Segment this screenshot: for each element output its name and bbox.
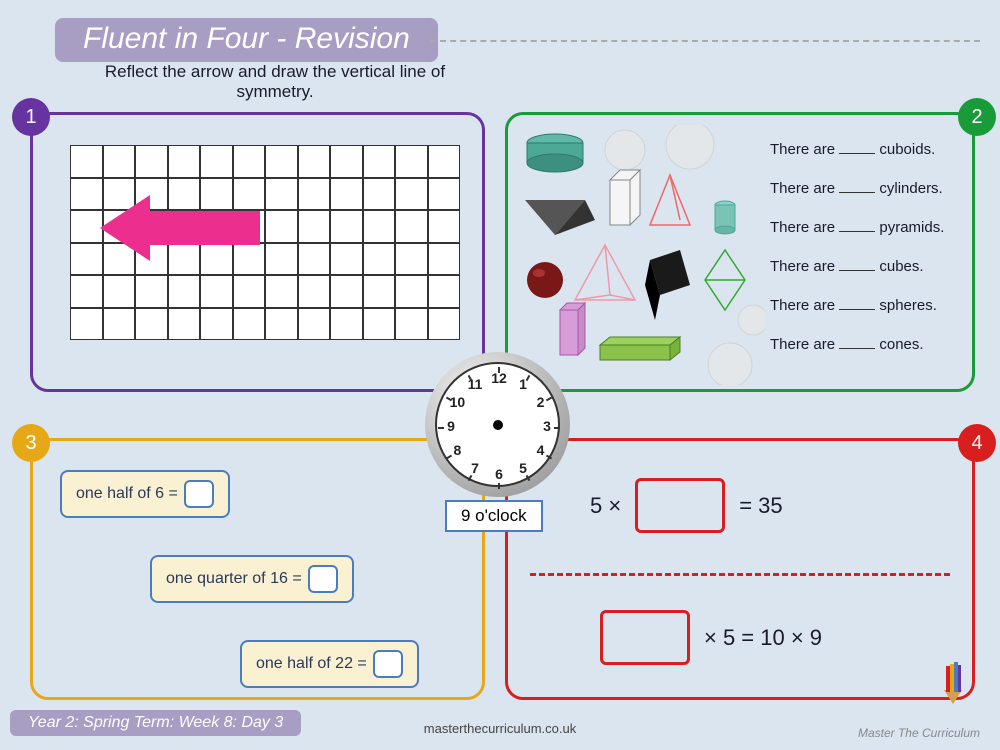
question-2-text: one quarter of 16 = [166, 570, 302, 588]
question-1: one half of 6 = [60, 470, 230, 518]
question-3: one half of 22 = [240, 640, 419, 688]
clock-num-3: 3 [543, 418, 551, 434]
eq1-right: = 35 [739, 493, 782, 519]
clock-center [493, 420, 503, 430]
badge-4: 4 [958, 424, 996, 462]
question-1-text: one half of 6 = [76, 485, 178, 503]
clock-num-8: 8 [454, 442, 462, 458]
clock-num-10: 10 [450, 394, 466, 410]
shape-line-3: There are pyramids. [770, 208, 944, 247]
clock-num-5: 5 [519, 460, 527, 476]
eq2-answer-box[interactable] [600, 610, 690, 665]
divider-dash [530, 573, 950, 576]
header-dash [430, 40, 980, 42]
clock-num-2: 2 [537, 394, 545, 410]
badge-1: 1 [12, 98, 50, 136]
shape-line-4: There are cubes. [770, 247, 944, 286]
footer-url: masterthecurriculum.co.uk [424, 721, 576, 736]
clock-label: 9 o'clock [445, 500, 543, 532]
eq2-right: × 5 = 10 × 9 [704, 625, 822, 651]
footer-logo: Master The Curriculum [858, 726, 980, 740]
arrow-shape [100, 195, 260, 261]
shapes-collection [515, 125, 765, 385]
page-title: Fluent in Four - Revision [55, 18, 438, 62]
footer-info: Year 2: Spring Term: Week 8: Day 3 [10, 710, 301, 736]
clock-num-7: 7 [471, 460, 479, 476]
badge-2: 2 [958, 98, 996, 136]
question-2: one quarter of 16 = [150, 555, 354, 603]
equation-2: × 5 = 10 × 9 [600, 610, 822, 665]
clock-num-4: 4 [537, 442, 545, 458]
shape-line-2: There are cylinders. [770, 169, 944, 208]
shape-line-1: There are cuboids. [770, 130, 944, 169]
clock-num-6: 6 [495, 466, 503, 482]
answer-box-2[interactable] [308, 565, 338, 593]
pencil-icon [936, 660, 970, 712]
shape-line-6: There are cones. [770, 325, 944, 364]
badge-3: 3 [12, 424, 50, 462]
answer-box-1[interactable] [184, 480, 214, 508]
clock: 121234567891011 [425, 352, 570, 497]
eq1-answer-box[interactable] [635, 478, 725, 533]
equation-1: 5 × = 35 [590, 478, 783, 533]
question-3-text: one half of 22 = [256, 655, 367, 673]
instruction-text: Reflect the arrow and draw the vertical … [75, 62, 475, 102]
clock-num-9: 9 [447, 418, 455, 434]
shape-questions: There are cuboids. There are cylinders. … [770, 130, 944, 364]
shape-line-5: There are spheres. [770, 286, 944, 325]
eq1-left: 5 × [590, 493, 621, 519]
answer-box-3[interactable] [373, 650, 403, 678]
